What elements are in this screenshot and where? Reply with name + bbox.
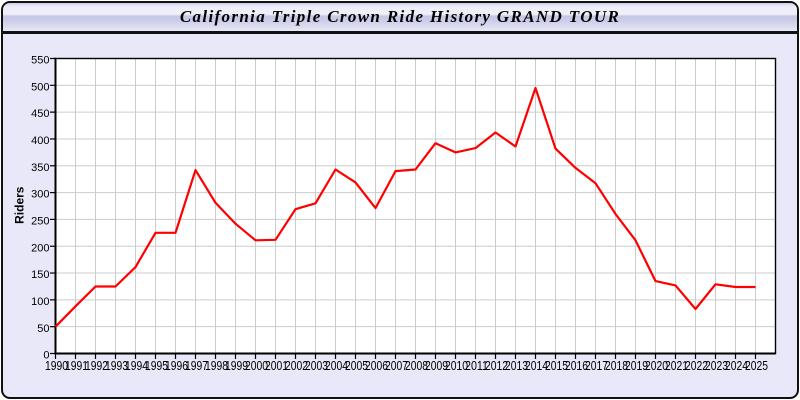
svg-text:2013: 2013 <box>505 358 528 373</box>
svg-text:1999: 1999 <box>225 358 248 373</box>
svg-text:2015: 2015 <box>545 358 568 373</box>
svg-text:2020: 2020 <box>645 358 668 373</box>
svg-text:2012: 2012 <box>485 358 508 373</box>
svg-text:2024: 2024 <box>725 358 748 373</box>
svg-text:2018: 2018 <box>605 358 628 373</box>
svg-text:2023: 2023 <box>705 358 728 373</box>
svg-text:2003: 2003 <box>305 358 328 373</box>
svg-text:50: 50 <box>37 323 49 335</box>
svg-text:550: 550 <box>31 55 49 67</box>
svg-text:2021: 2021 <box>665 358 688 373</box>
svg-text:1994: 1994 <box>125 358 148 373</box>
svg-text:2014: 2014 <box>525 358 548 373</box>
svg-text:1997: 1997 <box>185 358 208 373</box>
svg-text:2002: 2002 <box>285 358 308 373</box>
svg-text:2011: 2011 <box>465 358 488 373</box>
svg-text:1995: 1995 <box>145 358 168 373</box>
svg-text:150: 150 <box>31 269 49 281</box>
svg-text:200: 200 <box>31 242 49 254</box>
svg-text:2005: 2005 <box>345 358 368 373</box>
svg-text:2000: 2000 <box>245 358 268 373</box>
svg-text:0: 0 <box>43 350 49 362</box>
svg-text:300: 300 <box>31 189 49 201</box>
svg-text:2019: 2019 <box>625 358 648 373</box>
svg-text:2022: 2022 <box>685 358 708 373</box>
svg-text:2009: 2009 <box>425 358 448 373</box>
svg-text:1998: 1998 <box>205 358 228 373</box>
svg-text:450: 450 <box>31 108 49 120</box>
svg-text:2004: 2004 <box>325 358 348 373</box>
svg-text:Riders: Riders <box>13 186 27 224</box>
svg-text:2010: 2010 <box>445 358 468 373</box>
svg-text:2008: 2008 <box>405 358 428 373</box>
svg-text:250: 250 <box>31 216 49 228</box>
svg-text:400: 400 <box>31 135 49 147</box>
svg-text:2001: 2001 <box>265 358 288 373</box>
svg-text:500: 500 <box>31 81 49 93</box>
svg-text:1992: 1992 <box>85 358 108 373</box>
svg-text:100: 100 <box>31 296 49 308</box>
svg-text:1993: 1993 <box>105 358 128 373</box>
svg-text:1990: 1990 <box>45 358 68 373</box>
svg-text:1996: 1996 <box>165 358 188 373</box>
svg-text:350: 350 <box>31 162 49 174</box>
svg-text:2007: 2007 <box>385 358 408 373</box>
svg-text:1991: 1991 <box>65 358 88 373</box>
svg-text:2017: 2017 <box>585 358 608 373</box>
svg-text:2006: 2006 <box>365 358 388 373</box>
svg-text:2016: 2016 <box>565 358 588 373</box>
svg-text:2025: 2025 <box>745 358 768 373</box>
